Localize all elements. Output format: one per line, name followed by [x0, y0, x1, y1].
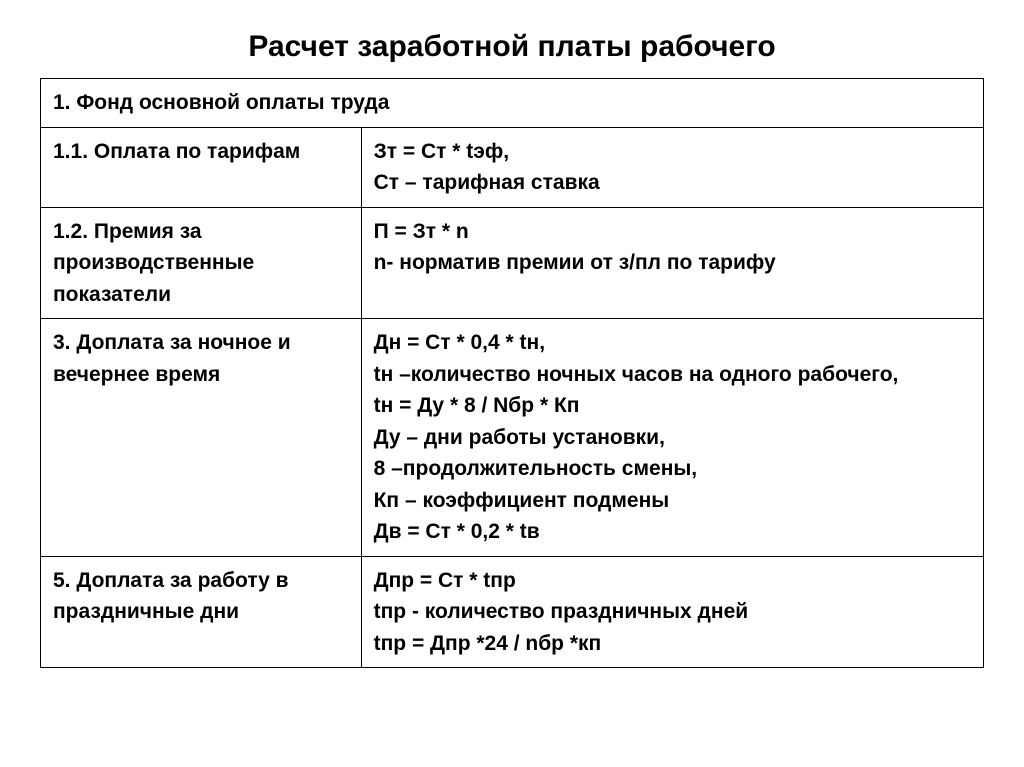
formula-line: П = Зт * n	[374, 216, 971, 248]
row-label-cell: 1.1. Оплата по тарифам	[41, 127, 362, 207]
formula-line: Зт = Ст * tэф,	[374, 136, 971, 168]
formula-line: Дпр = Ст * tпр	[374, 565, 971, 597]
wage-table-body: 1. Фонд основной оплаты труда1.1. Оплата…	[41, 79, 984, 668]
table-row: 5. Доплата за работу в праздничные дниДп…	[41, 556, 984, 668]
row-label-cell: 3. Доплата за ночное и вечернее время	[41, 319, 362, 557]
formula-line: Кп – коэффициент подмены	[374, 485, 971, 517]
formula-line: tпр = Дпр *24 / nбр *кп	[374, 628, 971, 660]
row-formula-cell: Дн = Ст * 0,4 * tн,tн –количество ночных…	[361, 319, 983, 557]
formula-line: 8 –продолжительность смены,	[374, 453, 971, 485]
row-formula-cell: П = Зт * nn- норматив премии от з/пл по …	[361, 207, 983, 319]
formula-line: Дн = Ст * 0,4 * tн,	[374, 327, 971, 359]
table-row: 3. Доплата за ночное и вечернее времяДн …	[41, 319, 984, 557]
formula-line: tн = Ду * 8 / Nбр * Кп	[374, 390, 971, 422]
section-header-cell: 1. Фонд основной оплаты труда	[41, 79, 984, 128]
slide-page: Расчет заработной платы рабочего 1. Фонд…	[0, 0, 1024, 688]
table-row: 1.1. Оплата по тарифамЗт = Ст * tэф,Ст –…	[41, 127, 984, 207]
formula-line: tпр - количество праздничных дней	[374, 596, 971, 628]
row-formula-cell: Зт = Ст * tэф,Ст – тарифная ставка	[361, 127, 983, 207]
formula-line: tн –количество ночных часов на одного ра…	[374, 359, 971, 391]
row-formula-cell: Дпр = Ст * tпрtпр - количество праздничн…	[361, 556, 983, 668]
formula-line: Ду – дни работы установки,	[374, 422, 971, 454]
row-label-cell: 5. Доплата за работу в праздничные дни	[41, 556, 362, 668]
table-row: 1.2. Премия за производственные показате…	[41, 207, 984, 319]
page-title: Расчет заработной платы рабочего	[40, 30, 984, 64]
wage-table: 1. Фонд основной оплаты труда1.1. Оплата…	[40, 78, 984, 668]
formula-line: Дв = Ст * 0,2 * tв	[374, 516, 971, 548]
formula-line: Ст – тарифная ставка	[374, 167, 971, 199]
table-row: 1. Фонд основной оплаты труда	[41, 79, 984, 128]
formula-line: n- норматив премии от з/пл по тарифу	[374, 247, 971, 279]
row-label-cell: 1.2. Премия за производственные показате…	[41, 207, 362, 319]
